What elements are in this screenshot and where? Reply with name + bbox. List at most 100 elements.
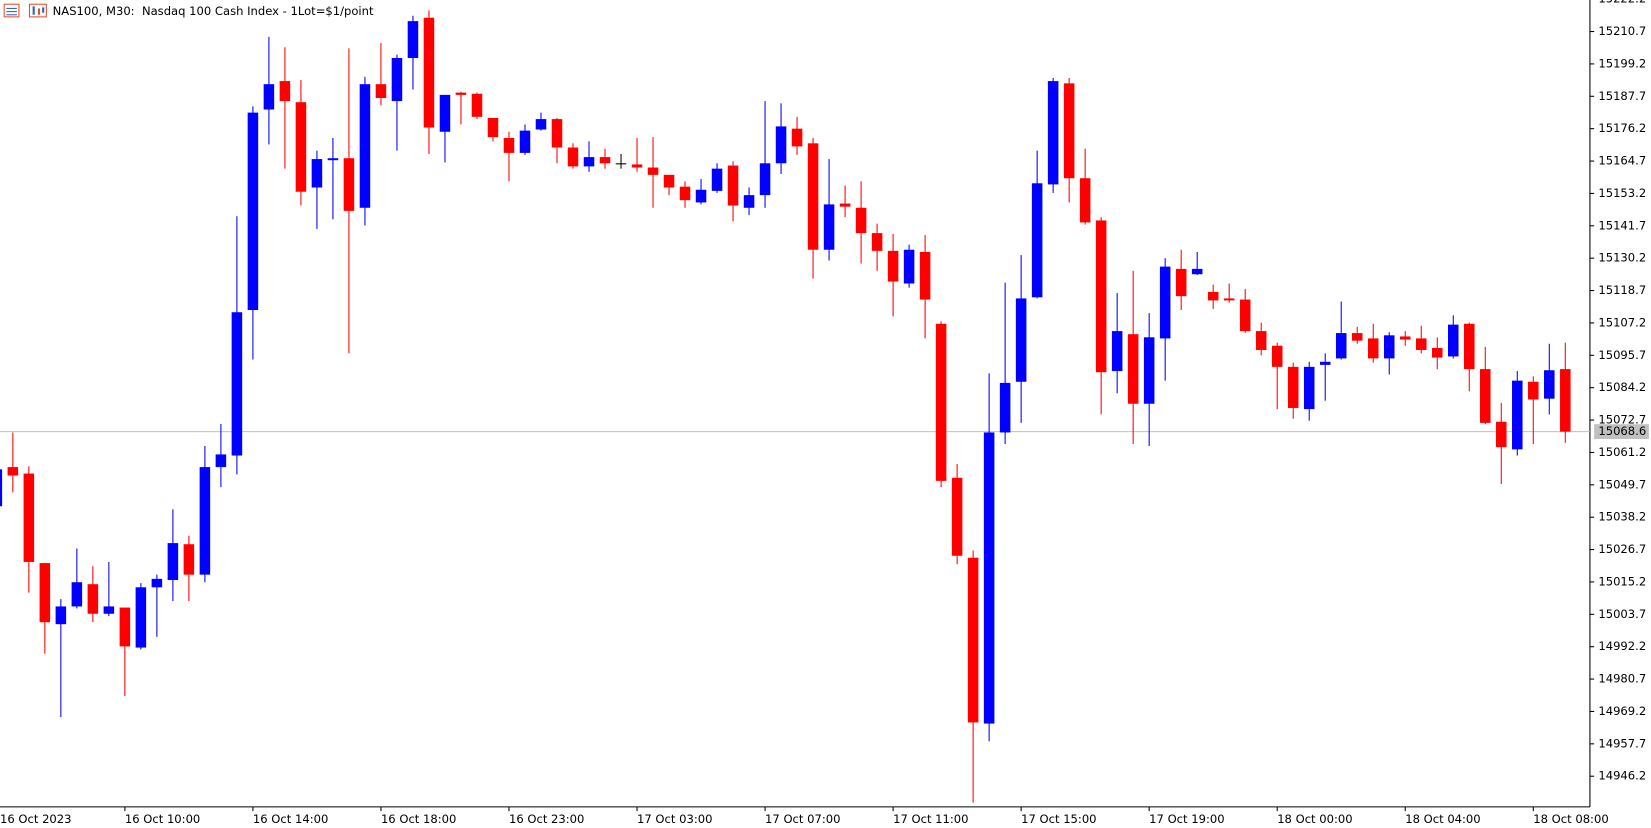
candle-body [503,137,515,153]
candle-body [1095,220,1107,373]
candle-body [791,128,803,147]
candle-body [343,158,355,211]
candle-body [935,323,947,481]
y-tick-label: 15130.2 [1598,251,1646,265]
y-tick-label: 15026.7 [1598,542,1646,556]
candle-body [151,578,163,588]
y-tick-label: 15049.7 [1598,477,1646,491]
candle-body [135,587,147,648]
candle-body [423,17,435,128]
candle-body [231,312,243,456]
candle-body [1079,178,1091,223]
x-tick-label: 16 Oct 10:00 [125,812,200,826]
candle-body [535,119,547,130]
candle-body [1223,298,1235,301]
candle-body [71,582,83,607]
x-tick-label: 17 Oct 19:00 [1149,812,1224,826]
candle-body [1415,338,1427,350]
candle-body [743,195,755,208]
y-tick-label: 14992.2 [1598,639,1646,653]
candle-body [951,477,963,556]
y-tick-label: 15003.7 [1598,607,1646,621]
candle-body [311,159,323,188]
x-tick-label: 16 Oct 23:00 [509,812,584,826]
candle-body [55,606,67,625]
candle-body [247,112,259,310]
candle-body [375,84,387,98]
y-tick-label: 15199.2 [1598,56,1646,70]
candle-body [1175,268,1187,297]
candle-body [1303,366,1315,410]
candle-body [807,143,819,250]
candle-body [1351,333,1363,341]
candle-body [167,543,179,580]
candle-body [519,130,531,153]
candle-body [1047,81,1059,185]
candle-body [1287,366,1299,408]
x-tick-label: 18 Oct 08:00 [1533,812,1608,826]
candle-body [919,251,931,300]
candle-body [631,164,643,168]
y-tick-label: 15141.7 [1598,218,1646,232]
x-tick-label: 17 Oct 11:00 [893,812,968,826]
candle-body [279,81,291,102]
candle-body [1512,380,1523,450]
candle-body [7,467,19,476]
y-tick-label: 15061.2 [1598,445,1646,459]
chart-title: NAS100, M30: Nasdaq 100 Cash Index - 1Lo… [53,4,374,18]
candle-body [119,607,131,647]
y-tick-label: 15107.2 [1598,315,1646,329]
y-tick-label: 15038.2 [1598,510,1646,524]
candle-body [1063,83,1075,179]
x-tick-label: 17 Oct 03:00 [637,812,712,826]
y-tick-label: 15210.7 [1598,24,1646,38]
x-tick-label: 16 Oct 14:00 [253,812,328,826]
y-tick-label: 15084.2 [1598,380,1646,394]
y-tick-label: 15095.7 [1598,348,1646,362]
toolbar-icons [3,3,47,18]
candle-body [39,563,51,623]
candle-body [1399,336,1411,340]
candle-body [1463,323,1475,370]
y-tick-label: 15015.2 [1598,574,1646,588]
candle-body [903,249,915,284]
candle-body [1431,347,1443,358]
y-tick-label: 15164.7 [1598,154,1646,168]
y-tick-label: 15072.7 [1598,413,1646,427]
candle-body [1544,370,1555,399]
candle-body [1496,421,1507,448]
candle-body [0,469,3,507]
candle-body [87,584,99,614]
y-tick-label: 15187.7 [1598,89,1646,103]
candle-body [759,163,771,196]
candle-body [295,102,307,192]
y-tick-label: 15176.2 [1598,121,1646,135]
candle-body [983,432,995,724]
candle-body [999,382,1011,433]
x-tick-label: 18 Oct 00:00 [1277,812,1352,826]
candle-body [1271,345,1283,367]
x-tick-label: 16 Oct 2023 [0,812,72,826]
candle-body [871,233,883,251]
candle-body [1207,291,1219,301]
candle-body [103,606,115,614]
candle-body [1335,333,1347,359]
candle-body [583,157,595,167]
candle-body [471,93,483,117]
y-tick-label: 14957.7 [1598,736,1646,750]
candle-body [711,168,723,191]
candle-body [775,126,787,164]
candle-body [727,165,739,206]
candle-body [599,157,611,164]
x-tick-label: 17 Oct 07:00 [765,812,840,826]
candle-body [615,163,627,165]
list-icon [3,3,20,18]
candle-body [1367,338,1379,359]
y-tick-label: 14946.2 [1598,769,1646,783]
candle-body [1560,369,1571,432]
candle-body [439,94,451,132]
candle-body [1159,266,1171,339]
candle-body [407,21,419,58]
